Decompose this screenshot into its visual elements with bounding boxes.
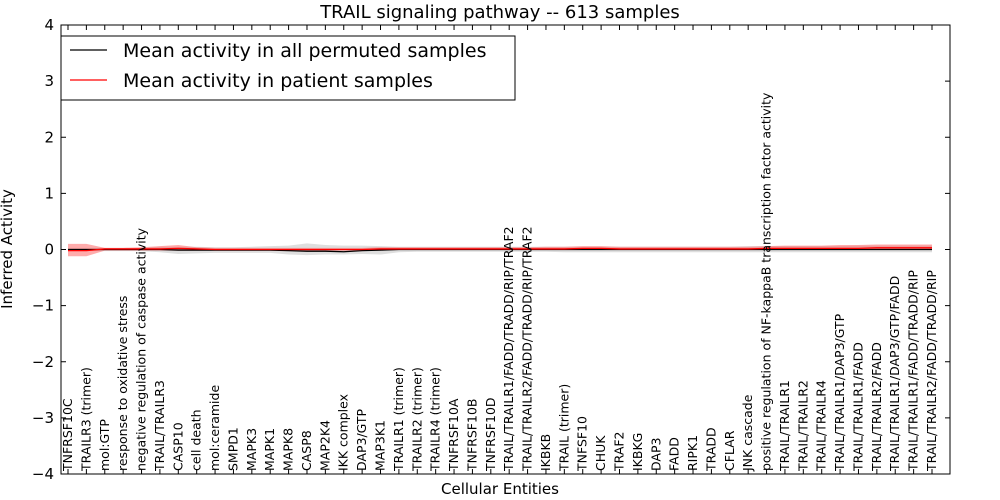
x-tick-label: CFLAR [722,430,737,471]
x-tick-label: FADD [667,437,682,471]
x-tick-label: MAP2K4 [317,420,332,471]
x-tick-label: IKK complex [336,394,351,471]
legend-label-permuted: Mean activity in all permuted samples [123,40,486,62]
y-tick-label: −2 [32,353,54,371]
x-tick-label: TRAIL/TRAILR3 [152,380,167,472]
y-tick-label: 1 [44,184,54,202]
x-tick-label: TRAIL/TRAILR1/FADD/TRADD/RIP [906,270,921,472]
x-tick-label: IKBKB [538,434,553,471]
x-tick-label: TRAIL/TRAILR1 [777,380,792,472]
legend-frame [60,35,516,101]
x-tick-label: CASP10 [170,422,185,471]
x-tick-label: CASP8 [299,430,314,471]
legend: Mean activity in all permuted samples Me… [60,35,516,101]
x-tick-label: RIPK1 [685,435,700,471]
y-tick-label: 2 [44,128,54,146]
legend-label-patient: Mean activity in patient samples [123,70,433,92]
x-tick-label: TNFRSF10D [483,397,498,472]
x-tick-label: TRAIL (trimer) [556,384,571,472]
x-tick-label: TRAILR3 (trimer) [78,367,93,472]
x-tick-label: CHUK [593,435,608,471]
x-tick-label: TRAIL/TRAILR1/DAP3/GTP/FADD [887,276,902,472]
line-patient [68,247,932,252]
x-tick-label: IKBKG [630,433,645,471]
x-tick-label: TRAIL/TRAILR2 [795,380,810,472]
x-tick-label: DAP3/GTP [354,408,369,471]
x-tick-label: DAP3 [648,438,663,471]
x-tick-label: response to oxidative stress [115,296,130,471]
x-tick-label: TRAIL/TRAILR2/FADD/TRADD/RIP [924,270,939,472]
x-tick-label: mol:GTP [97,419,112,471]
x-tick-label: TRAIL/TRAILR4 [814,380,829,472]
chart-title: TRAIL signaling pathway -- 613 samples [319,2,680,23]
plot-frame [60,24,951,475]
x-tick-label: MAPK3 [244,428,259,471]
x-tick-label: TRAIL/TRAILR2/FADD [869,342,884,472]
x-tick-label: TRAF2 [611,431,626,472]
y-tick-label: −3 [32,409,54,427]
x-tick-label: MAPK8 [281,428,296,471]
x-tick-label: TRADD [703,427,718,472]
x-tick-label: JNK cascade [740,394,755,472]
x-tick-label: TNFRSF10A [446,398,461,472]
y-tick-label: 4 [44,16,54,34]
x-tick-label: positive regulation of NF-kappaB transcr… [759,92,774,471]
x-tick-label: TNFSF10 [575,416,590,472]
x-tick-label: negative regulation of caspase activity [134,227,149,471]
x-tick-label: TRAILR4 (trimer) [428,367,443,472]
x-axis-label: Cellular Entities [441,480,559,498]
x-tick-label: TRAIL/TRAILR1/DAP3/GTP [832,313,847,472]
y-tick-label: −1 [32,297,54,315]
x-tick-label: TNFRSF10B [464,399,479,472]
y-tick-label: 0 [44,241,54,259]
x-tick-label: MAPK1 [262,428,277,471]
x-tick-label: SMPD1 [225,427,240,471]
x-tick-label: mol:ceramide [207,385,222,471]
y-tick-label: 3 [44,72,54,90]
x-tick-label: TRAILR2 (trimer) [409,367,424,472]
x-tick-label: TRAIL/TRAILR2/FADD/TRADD/RIP/TRAF2 [520,226,535,472]
x-tick-label: TRAIL/TRAILR1/FADD [850,342,865,472]
x-tick-label: TRAIL/TRAILR1/FADD/TRADD/RIP/TRAF2 [501,226,516,472]
x-tick-label: TNFRSF10C [60,398,75,472]
y-tick-label: −4 [32,465,54,483]
x-tick-label: TRAILR1 (trimer) [391,367,406,472]
x-tick-label: MAP3K1 [373,420,388,471]
x-tick-label: cell death [189,409,204,471]
y-axis-label: Inferred Activity [0,189,16,309]
